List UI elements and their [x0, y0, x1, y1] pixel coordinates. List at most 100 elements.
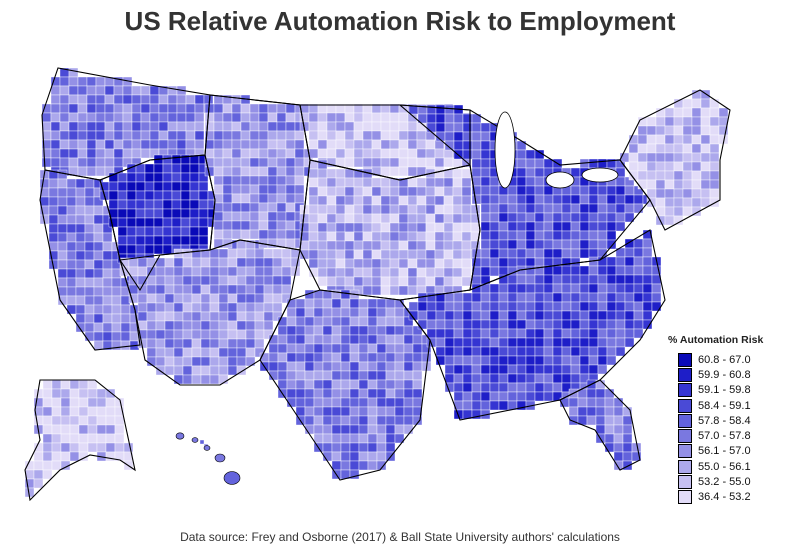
county-cell	[326, 213, 337, 224]
county-cell	[123, 442, 134, 453]
county-cell	[353, 249, 364, 260]
county-cell	[691, 125, 702, 136]
county-cell	[426, 122, 437, 133]
county-cell	[75, 250, 86, 261]
county-cell	[416, 258, 427, 269]
county-cell	[552, 319, 563, 330]
county-cell	[417, 301, 428, 312]
county-cell	[308, 121, 319, 132]
county-cell	[461, 177, 472, 188]
county-cell	[313, 361, 324, 372]
county-cell	[358, 424, 369, 435]
county-cell	[380, 112, 391, 123]
county-cell	[525, 355, 536, 366]
county-cell	[353, 148, 364, 159]
county-cell	[84, 295, 95, 306]
county-cell	[144, 163, 155, 174]
county-cell	[213, 229, 224, 240]
county-cell	[69, 442, 80, 453]
county-cell	[664, 134, 675, 145]
county-cell	[263, 284, 274, 295]
county-cell	[498, 194, 509, 205]
county-cell	[371, 213, 382, 224]
county-cell	[102, 241, 113, 252]
county-cell	[285, 229, 296, 240]
county-cell	[182, 338, 193, 349]
county-cell	[624, 194, 635, 205]
county-cell	[613, 433, 624, 444]
county-cell	[606, 310, 617, 321]
county-cell	[164, 338, 175, 349]
county-cell	[308, 222, 319, 233]
county-cell	[153, 172, 164, 183]
county-cell	[358, 361, 369, 372]
county-cell	[171, 235, 182, 246]
county-cell	[398, 121, 409, 132]
county-cell	[231, 175, 242, 186]
county-cell	[349, 343, 360, 354]
county-cell	[480, 239, 491, 250]
county-cell	[245, 284, 256, 295]
county-cell	[516, 391, 527, 402]
county-cell	[624, 274, 635, 285]
county-cell	[471, 275, 482, 286]
county-cell	[453, 131, 464, 142]
county-cell	[622, 433, 633, 444]
county-cell	[597, 265, 608, 276]
county-cell	[389, 139, 400, 150]
county-cell	[113, 157, 124, 168]
county-cell	[218, 257, 229, 268]
county-cell	[75, 304, 86, 315]
legend-item: 55.0 - 56.1	[668, 459, 788, 474]
county-cell	[231, 130, 242, 141]
county-cell	[59, 112, 70, 123]
county-cell	[308, 195, 319, 206]
county-cell	[308, 213, 319, 224]
legend-label: 59.1 - 59.8	[698, 384, 751, 397]
county-cell	[371, 148, 382, 159]
county-cell	[452, 195, 463, 206]
county-cell	[140, 85, 151, 96]
county-cell	[331, 415, 342, 426]
county-cell	[358, 415, 369, 426]
county-cell	[633, 310, 644, 321]
legend-swatch	[678, 459, 692, 474]
county-cell	[111, 286, 122, 297]
county-cell	[435, 346, 446, 357]
county-cell	[380, 240, 391, 251]
county-cell	[588, 230, 599, 241]
county-cell	[213, 148, 224, 159]
county-cell	[525, 212, 536, 223]
county-cell	[326, 195, 337, 206]
county-cell	[281, 275, 292, 286]
county-cell	[209, 338, 220, 349]
county-cell	[104, 103, 115, 114]
county-cell	[93, 277, 104, 288]
county-cell	[507, 391, 518, 402]
county-cell	[326, 168, 337, 179]
county-cell	[561, 310, 572, 321]
county-cell	[267, 130, 278, 141]
county-cell	[407, 195, 418, 206]
county-cell	[426, 319, 437, 330]
county-cell	[371, 204, 382, 215]
county-cell	[682, 170, 693, 181]
county-cell	[198, 226, 209, 237]
county-cell	[461, 267, 472, 278]
county-cell	[613, 424, 624, 435]
county-cell	[60, 406, 71, 417]
county-cell	[77, 112, 88, 123]
region-border	[619, 89, 731, 231]
county-cell	[308, 231, 319, 242]
county-cell	[236, 356, 247, 367]
county-cell	[434, 267, 445, 278]
county-cell	[682, 188, 693, 199]
county-cell	[267, 112, 278, 123]
county-cell	[131, 85, 142, 96]
county-cell	[277, 370, 288, 381]
county-cell	[435, 337, 446, 348]
county-cell	[162, 217, 173, 228]
county-cell	[394, 307, 405, 318]
county-cell	[131, 103, 142, 114]
county-cell	[213, 157, 224, 168]
